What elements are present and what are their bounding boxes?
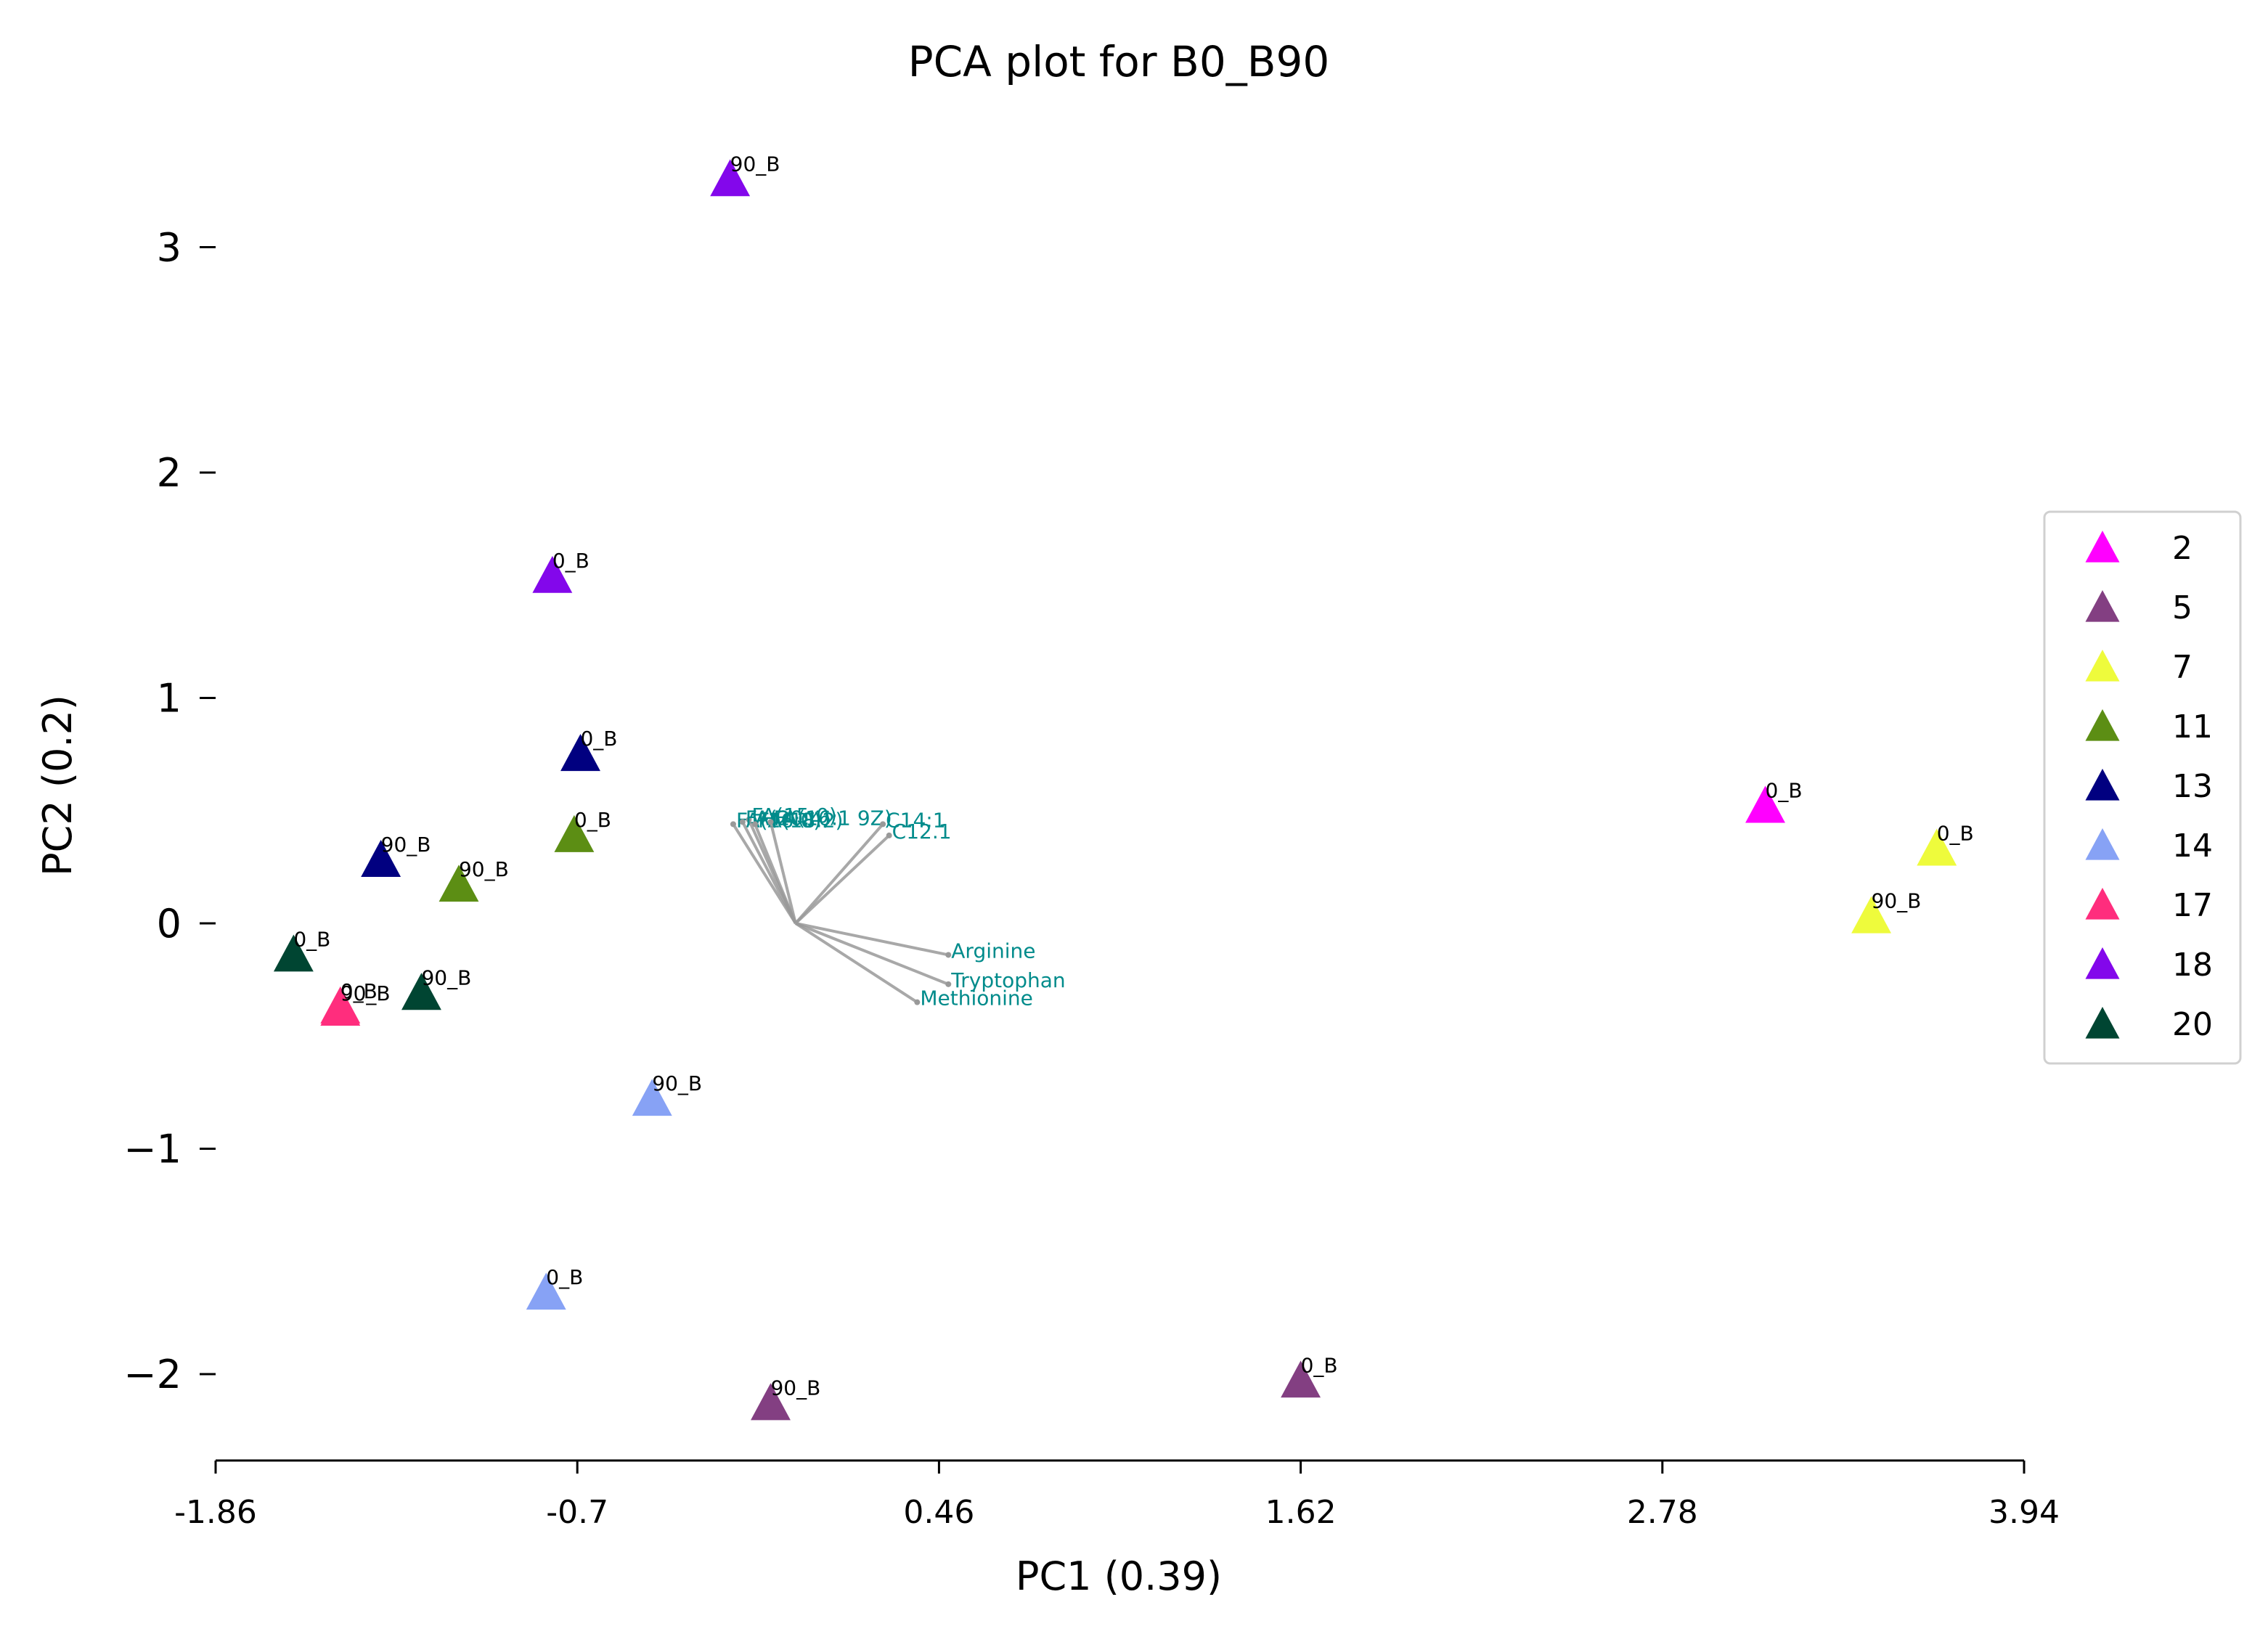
y-tick-label: 2 <box>157 450 181 496</box>
loading-label: C14:1 <box>886 808 945 832</box>
point-label: 0_B <box>580 727 617 751</box>
axes: -1.86 -0.7 0.46 1.62 2.78 3.94 3 2 1 0 −1 −2 <box>123 225 2060 1532</box>
loading-vector <box>794 823 884 925</box>
y-tick-label: 3 <box>157 225 181 271</box>
loading-vector <box>732 823 797 925</box>
legend-label: 11 <box>2172 708 2213 745</box>
point-marker <box>554 814 595 852</box>
point-label: 0_B <box>293 927 330 951</box>
loading-vector-tip <box>945 952 952 958</box>
loading-vector <box>754 823 797 924</box>
y-tick-label: −2 <box>123 1352 181 1397</box>
loading-vector-tip <box>767 819 774 825</box>
loading-label: Tryptophan <box>950 968 1065 992</box>
point-marker <box>401 973 441 1010</box>
y-tick-label: −1 <box>123 1127 181 1172</box>
loading-label: FA(20:4) <box>746 806 831 830</box>
loading-vector <box>794 834 891 925</box>
x-tick-label: 1.62 <box>1265 1494 1337 1531</box>
x-tick-label: -1.86 <box>174 1494 257 1531</box>
legend-marker <box>2085 650 2120 682</box>
point-label: 90_B <box>1872 889 1922 913</box>
point-label: 0_B <box>552 549 590 573</box>
legend-label: 13 <box>2172 768 2213 805</box>
point-label: 90_B <box>459 857 509 881</box>
point-label: 90_B <box>652 1071 702 1095</box>
loading-vector-tip <box>886 832 892 838</box>
point-marker <box>1917 828 1957 866</box>
x-axis-label: PC1 (0.39) <box>1016 1553 1222 1599</box>
point-label: 0_B <box>574 808 611 832</box>
legend-label: 17 <box>2172 887 2213 924</box>
point-label: 90_B <box>381 833 431 857</box>
loading-label: Arginine <box>951 939 1035 963</box>
loading-label: FA(15:0) <box>751 804 836 828</box>
point-label: 0_B <box>1937 822 1974 846</box>
point-label: 90_B <box>421 965 471 989</box>
legend-label: 14 <box>2172 828 2213 865</box>
point-label: 90_B <box>340 981 391 1005</box>
point-marker <box>632 1079 672 1116</box>
point-marker <box>320 988 361 1026</box>
loading-vector <box>769 821 797 924</box>
legend-marker <box>2085 531 2120 563</box>
point-marker <box>710 159 751 197</box>
legend-marker <box>2085 769 2120 801</box>
point-label: 0_B <box>1301 1353 1338 1377</box>
point-marker <box>526 1273 566 1310</box>
loading-vector <box>795 922 950 986</box>
point-label: 90_B <box>770 1376 820 1400</box>
loading-vector-tip <box>752 821 759 828</box>
loading-vector <box>794 922 918 1004</box>
legend: 2 5 7 11 13 14 17 18 20 <box>2043 510 2242 1065</box>
legend-marker <box>2085 590 2120 622</box>
x-tick-label: 2.78 <box>1627 1494 1698 1531</box>
point-label: 0_B <box>546 1265 583 1289</box>
loading-label: FA(16:1 9Z) <box>773 806 892 830</box>
loading-vector <box>795 922 949 957</box>
chart-title: PCA plot for B0_B90 <box>908 37 1330 86</box>
point-marker <box>1745 785 1785 823</box>
loading-vector-tip <box>739 819 746 825</box>
scatter-points: 0_B0_B90_B0_B90_B0_B90_B0_B90_B0_B90_B0_… <box>273 152 1974 1421</box>
legend-marker <box>2085 709 2120 741</box>
legend-marker <box>2085 947 2120 979</box>
point-marker <box>1281 1360 1321 1398</box>
legend-marker <box>2085 1007 2120 1039</box>
point-marker <box>438 865 479 902</box>
point-marker <box>273 934 314 972</box>
loading-vector-tip <box>730 821 736 828</box>
point-label: 90_B <box>730 152 780 176</box>
x-tick-label: 3.94 <box>1988 1494 2060 1531</box>
loading-vector <box>741 821 797 924</box>
y-tick-label: 0 <box>157 901 181 947</box>
point-marker <box>361 840 401 878</box>
legend-label: 18 <box>2172 947 2213 984</box>
legend-box <box>2043 510 2242 1065</box>
point-label: 0_B <box>1766 779 1803 803</box>
point-marker <box>1851 896 1891 934</box>
legend-marker <box>2085 888 2120 920</box>
loading-vectors: FA(16:0)FA(15:0)FA(20:4)FA(18:2)FA(16:1 … <box>730 804 1066 1010</box>
loading-vector-tip <box>914 999 921 1005</box>
legend-label: 7 <box>2172 649 2192 686</box>
loading-vector-tip <box>746 817 752 823</box>
loading-vector-tip <box>880 821 886 828</box>
point-marker <box>532 555 573 593</box>
point-label: 0_B <box>340 979 378 1003</box>
loading-label: Methionine <box>920 986 1033 1010</box>
point-marker <box>560 734 600 772</box>
legend-label: 5 <box>2172 589 2192 626</box>
x-tick-label: 0.46 <box>903 1494 974 1531</box>
legend-label: 2 <box>2172 530 2192 567</box>
legend-marker <box>2085 828 2120 860</box>
point-marker <box>751 1383 791 1421</box>
y-tick-label: 1 <box>157 676 181 722</box>
x-tick-label: -0.7 <box>546 1494 608 1531</box>
loading-label: C12.1 <box>892 820 952 843</box>
y-axis-label: PC2 (0.2) <box>35 695 81 876</box>
legend-label: 20 <box>2172 1006 2213 1043</box>
loading-vector-tip <box>945 981 952 987</box>
